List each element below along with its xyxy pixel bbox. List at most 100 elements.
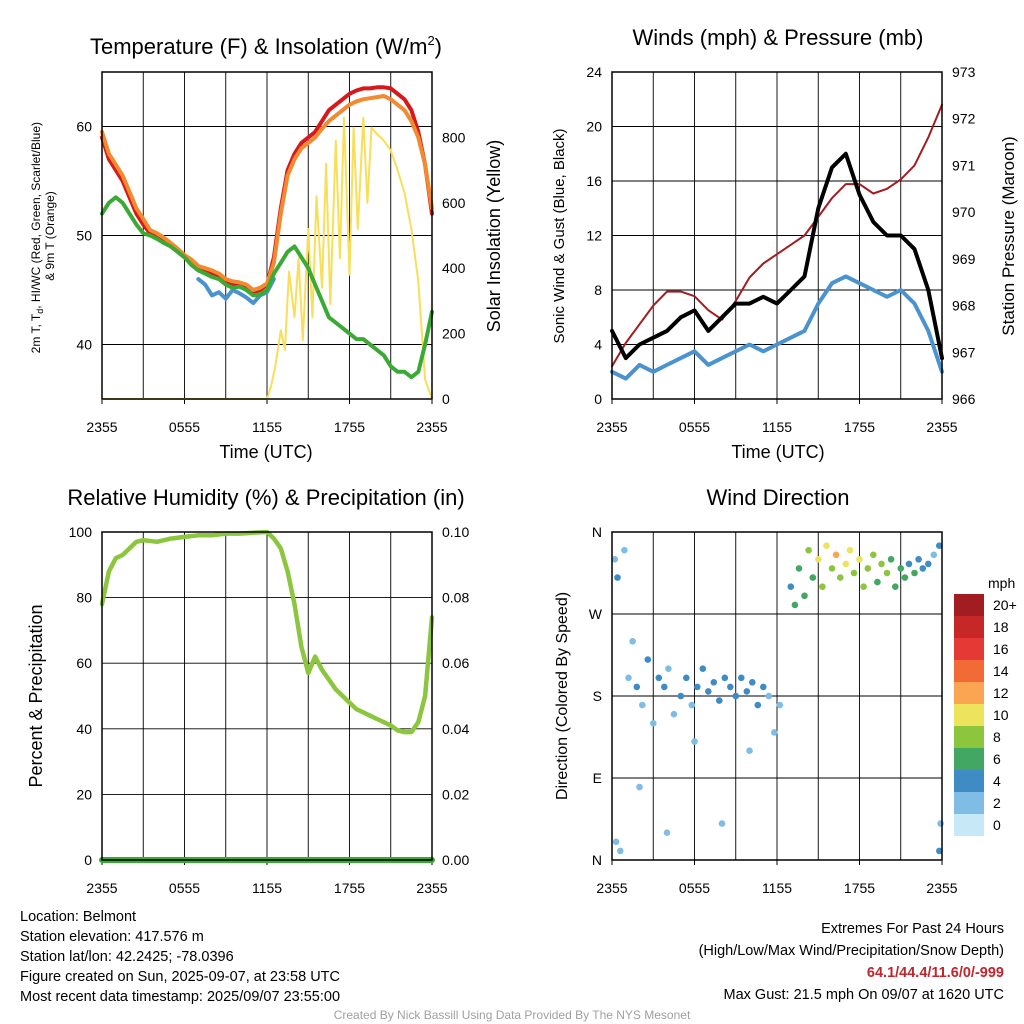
y-tick-label: 0.10 (442, 524, 469, 540)
legend-swatch (954, 814, 984, 836)
y-tick-label: 20 (586, 119, 602, 135)
y-tick-label: 100 (69, 524, 93, 540)
wind-direction-point (683, 674, 690, 682)
y-tick-label: 800 (442, 129, 466, 145)
wind-direction-point (614, 574, 621, 581)
y-tick-label: N (592, 852, 602, 868)
y-tick-label: 8 (594, 282, 602, 298)
temperature-ylabel-left: 2m T, Td, HI/WC (Red, Green, Scarlet/Blu… (29, 119, 57, 354)
legend-label: 12 (993, 685, 1009, 701)
wind-direction-point (801, 592, 808, 600)
y-tick-label: 20 (76, 786, 92, 802)
wind-direction-point (787, 583, 795, 590)
wind-direction-point (765, 692, 773, 700)
y-tick-label: 0.04 (442, 721, 469, 737)
station-elevation: Station elevation: 417.576 m (20, 929, 204, 945)
y-tick-label: 967 (952, 344, 976, 360)
wind-direction-point (919, 565, 927, 572)
x-tick-label: 1755 (844, 419, 875, 435)
meteogram-figure: Temperature (F) & Insolation (W/m2) Time… (26, 25, 1018, 896)
x-tick-label: 1755 (334, 880, 365, 896)
wind-direction-point (936, 542, 943, 549)
wind-direction-point (670, 710, 678, 718)
wind-direction-point (901, 574, 909, 581)
y-tick-label: S (593, 688, 602, 704)
wind-direction-point (930, 551, 938, 559)
humidity-title: Relative Humidity (%) & Precipitation (i… (67, 485, 464, 510)
station-location: Location: Belmont (20, 909, 137, 925)
wind-direction-point (832, 551, 840, 559)
wind-direction-point (815, 556, 822, 563)
legend-label: 14 (993, 663, 1009, 679)
wind-direction-point (897, 565, 905, 572)
x-tick-label: 1155 (252, 880, 282, 896)
wind-direction-point (809, 574, 817, 581)
wind-direction-point (710, 679, 718, 686)
wind-direction-point (760, 683, 767, 691)
wind-direction-point (655, 674, 663, 682)
wind-direction-ylabel: Direction (Colored By Speed) (554, 592, 571, 800)
winds-xlabel: Time (UTC) (731, 442, 824, 462)
temperature-panel: Temperature (F) & Insolation (W/m2) Time… (29, 33, 504, 462)
plot-border (101, 531, 433, 861)
wind-direction-point (738, 674, 745, 682)
wind-direction-point (856, 556, 863, 563)
x-tick-label: 2355 (86, 880, 117, 896)
y-tick-label: W (589, 606, 603, 622)
y-tick-label: 400 (442, 260, 466, 276)
legend-swatch (954, 660, 984, 682)
x-tick-label: 0555 (169, 419, 200, 435)
series-line-9m-t (100, 94, 434, 292)
legend-label: 6 (993, 751, 1001, 767)
wind-direction-point (828, 565, 836, 572)
y-tick-label: 80 (76, 590, 92, 606)
legend-swatch (954, 748, 984, 770)
series-line-station-pressure (611, 103, 943, 368)
wind-direction-point (617, 847, 624, 855)
wind-direction-point (754, 701, 762, 709)
series-line-sonic-wind (610, 274, 944, 381)
x-tick-label: 2355 (926, 419, 957, 435)
y-tick-label: 973 (952, 64, 976, 80)
wind-direction-point (716, 697, 723, 704)
legend-swatch (954, 792, 984, 814)
y-tick-label: 966 (952, 391, 976, 407)
y-tick-label: 0.02 (442, 786, 469, 802)
wind-direction-point (842, 560, 850, 568)
y-tick-label: 12 (586, 228, 602, 244)
wind-direction-point (691, 738, 698, 745)
legend-title: mph (988, 575, 1015, 591)
y-tick-label: 600 (442, 195, 466, 211)
legend-label: 16 (993, 641, 1009, 657)
wind-direction-point (633, 683, 641, 691)
wind-direction-point (746, 747, 753, 754)
winds-title: Winds (mph) & Pressure (mb) (633, 25, 924, 50)
winds-ylabel-right: Station Pressure (Maroon) (999, 136, 1018, 335)
wind-direction-point (860, 583, 867, 590)
wind-direction-point (864, 565, 872, 572)
legend-swatch (954, 616, 984, 638)
station-latlon: Station lat/lon: 42.2425; -78.0396 (20, 949, 234, 965)
y-tick-label: 969 (952, 251, 976, 267)
y-tick-label: 0 (84, 852, 92, 868)
wind-direction-point (791, 601, 799, 609)
legend-label: 4 (993, 773, 1001, 789)
y-tick-label: 0.08 (442, 590, 469, 606)
wind-direction-point (644, 656, 652, 663)
wind-direction-point (878, 560, 885, 568)
y-tick-label: N (592, 524, 602, 540)
plot-border (101, 71, 433, 400)
wind-direction-point (661, 683, 668, 691)
wind-direction-point (705, 688, 712, 695)
y-tick-label: 40 (76, 337, 92, 353)
wind-direction-point (665, 665, 672, 672)
y-tick-label: 0 (442, 391, 450, 407)
x-tick-label: 1155 (762, 880, 792, 896)
wind-direction-point (639, 701, 646, 709)
y-tick-label: 0.06 (442, 655, 469, 671)
x-tick-label: 2355 (416, 419, 447, 435)
x-tick-label: 0555 (679, 419, 710, 435)
legend-label: 18 (993, 619, 1009, 635)
y-tick-label: 50 (76, 228, 92, 244)
legend-label: 2 (993, 795, 1001, 811)
